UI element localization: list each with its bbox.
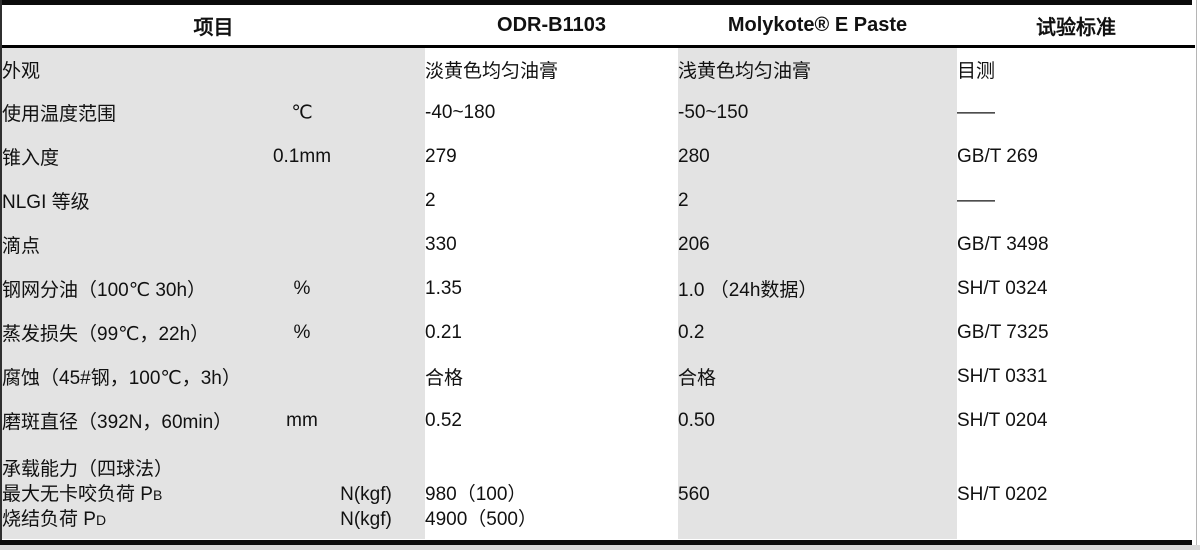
odr-value: 330 [425,222,678,267]
molykote-value: -50~150 [678,90,957,135]
item-label: 锥入度 [2,148,60,169]
item-cell: 承载能力（四球法） 最大无卡咬负荷 PB N(kgf) 烧结负荷 PD N(kgf) [2,442,425,539]
load-line-pd: 烧结负荷 PD N(kgf) [2,507,425,532]
standard-value: SH/T 0204 [957,398,1195,443]
unit-label: % [293,277,311,299]
item-cell: 磨斑直径（392N，60min） mm [2,398,425,443]
load-pb-label: 最大无卡咬负荷 P [2,483,153,505]
odr-value: 4900（500） [425,508,537,530]
standard-value: SH/T 0202 [957,483,1048,505]
header-cell-standard: 试验标准 [957,5,1195,48]
standard-value: GB/T 3498 [957,222,1195,267]
molykote-value: 合格 [678,354,957,399]
item-cell: 蒸发损失（99℃，22h）% [2,310,425,355]
page-bottom-strip [0,545,1200,550]
table-row: 滴点 330 206 GB/T 3498 [2,222,1195,267]
unit-label: % [293,321,311,343]
table-row: 磨斑直径（392N，60min） mm 0.52 0.50 SH/T 0204 [2,398,1195,443]
odr-value: 1.35 [425,266,678,311]
table-bottom-border [0,540,1192,545]
molykote-value: 560 [678,483,710,505]
table-top-border [0,0,1192,5]
standard-cell: SH/T 0202 [957,442,1195,539]
molykote-value: 280 [678,134,957,179]
standard-value: —— [957,178,1195,223]
odr-value: 279 [425,134,678,179]
load-pd-label: 烧结负荷 P [2,508,96,530]
item-cell: 锥入度 0.1mm [2,134,425,179]
odr-value: 980（100） [425,483,527,505]
standard-value: —— [957,90,1195,135]
spacer [425,457,678,482]
spec-comparison-table: 项目 ODR-B1103 Molykote® E Paste 试验标准 外观 淡… [2,5,1195,539]
unit-label: mm [286,409,318,431]
molykote-value: 0.2 [678,310,957,355]
item-label: 钢网分油（100℃ 30h） [2,280,207,301]
header-row: 项目 ODR-B1103 Molykote® E Paste 试验标准 [2,5,1195,48]
spacer [957,457,1195,482]
item-cell: 腐蚀（45#钢，100℃，3h） [2,354,425,399]
molykote-value: 206 [678,222,957,267]
odr-value: 2 [425,178,678,223]
molykote-value: 浅黄色均匀油膏 [678,46,957,91]
unit-label: N(kgf) [340,483,392,505]
odr-value: -40~180 [425,90,678,135]
standard-value: 目测 [957,46,1195,91]
load-capacity-title: 承载能力（四球法） [2,458,174,480]
load-line-pb: 最大无卡咬负荷 PB N(kgf) [2,482,425,507]
molykote-value: 1.0 （24h数据） [678,266,957,311]
item-label: 腐蚀（45#钢，100℃，3h） [2,368,241,389]
odr-value: 0.52 [425,398,678,443]
odr-value: 淡黄色均匀油膏 [425,46,678,91]
table-row: 外观 淡黄色均匀油膏 浅黄色均匀油膏 目测 [2,46,1195,91]
standard-value: SH/T 0331 [957,354,1195,399]
item-cell: NLGI 等级 [2,178,425,223]
spacer [678,457,957,482]
load-pb-subscript: B [152,486,163,503]
table-right-border [1196,0,1197,545]
unit-label: 0.1mm [272,145,332,167]
item-label: NLGI 等级 [2,192,90,213]
item-cell: 外观 [2,46,425,91]
table-row-load-capacity: 承载能力（四球法） 最大无卡咬负荷 PB N(kgf) 烧结负荷 PD N(kgf)… [2,442,1195,539]
item-label: 外观 [2,60,41,82]
load-pd-subscript: D [95,511,107,528]
item-cell: 滴点 [2,222,425,267]
molykote-cell: 560 [678,442,957,539]
item-label: 磨斑直径（392N，60min） [2,412,233,433]
standard-value: GB/T 269 [957,134,1195,179]
item-cell: 钢网分油（100℃ 30h）% [2,266,425,311]
odr-cell: 980（100） 4900（500） [425,442,678,539]
item-label: 滴点 [2,236,41,257]
item-label: 蒸发损失（99℃，22h） [2,324,210,345]
unit-label: N(kgf) [340,508,392,530]
table-row: NLGI 等级 2 2 —— [2,178,1195,223]
item-cell: 使用温度范围 ℃ [2,90,425,135]
standard-value: GB/T 7325 [957,310,1195,355]
standard-value: SH/T 0324 [957,266,1195,311]
table-row: 钢网分油（100℃ 30h）% 1.35 1.0 （24h数据） SH/T 03… [2,266,1195,311]
odr-value: 合格 [425,354,678,399]
table-row: 腐蚀（45#钢，100℃，3h） 合格 合格 SH/T 0331 [2,354,1195,399]
table-row: 蒸发损失（99℃，22h）% 0.21 0.2 GB/T 7325 [2,310,1195,355]
odr-value: 0.21 [425,310,678,355]
molykote-value: 2 [678,178,957,223]
molykote-value: 0.50 [678,398,957,443]
header-cell-molykote: Molykote® E Paste [678,5,957,48]
table-row: 锥入度 0.1mm 279 280 GB/T 269 [2,134,1195,179]
table-left-border [0,0,2,545]
unit-label: ℃ [291,102,313,123]
table-row: 使用温度范围 ℃ -40~180 -50~150 —— [2,90,1195,135]
item-label: 使用温度范围 [2,104,117,125]
header-cell-item: 项目 [2,5,425,48]
header-cell-odr-b1103: ODR-B1103 [425,5,678,48]
